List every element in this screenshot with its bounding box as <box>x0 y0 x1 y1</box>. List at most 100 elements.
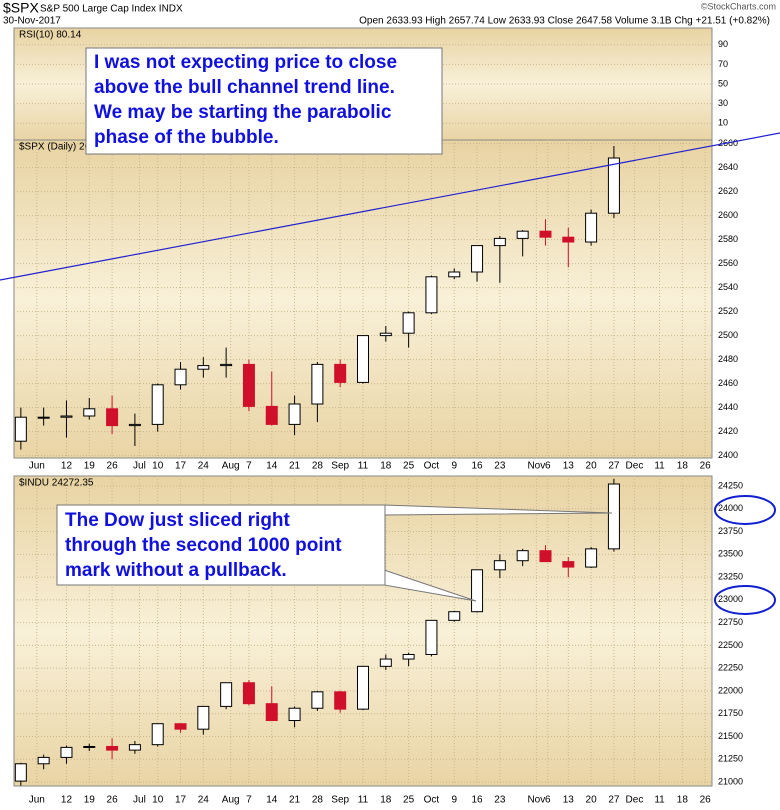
annotation-text: mark without a pullback. <box>65 560 287 581</box>
x-tick-label: 13 <box>563 461 575 472</box>
x-tick-label: Nov <box>527 461 545 472</box>
candle-body <box>448 611 461 621</box>
candle-body <box>425 276 438 314</box>
y-tick-label: 2520 <box>718 306 738 316</box>
candle-body <box>128 423 141 427</box>
y-tick-label: 2500 <box>718 330 738 340</box>
candle-body <box>562 561 575 568</box>
x-tick-label: 18 <box>380 795 392 806</box>
annotation-box <box>85 47 443 155</box>
annotation-box <box>56 504 386 586</box>
candle-body <box>402 312 415 334</box>
candle-body <box>288 707 301 722</box>
candle-body <box>174 723 187 730</box>
x-tick-label: 12 <box>61 795 73 806</box>
circle <box>714 585 776 615</box>
y-tick-label: 90 <box>718 39 728 49</box>
y-tick-label: 30 <box>718 98 728 108</box>
x-tick-label: Jul <box>133 795 146 806</box>
x-tick-label: 18 <box>677 795 689 806</box>
y-tick-label: 22250 <box>718 663 743 673</box>
candle-body <box>106 408 119 427</box>
y-tick-label: 23500 <box>718 549 743 559</box>
y-tick-label: 21750 <box>718 708 743 718</box>
panel-title: $SPX (Daily) 2647.58 <box>19 142 116 153</box>
x-tick-label: 28 <box>312 461 324 472</box>
y-tick-label: 2620 <box>718 186 738 196</box>
x-tick-label: 9 <box>451 461 457 472</box>
candle-body <box>128 744 141 751</box>
y-tick-label: 10 <box>718 118 728 128</box>
candle-body <box>220 682 233 707</box>
x-tick-label: 25 <box>403 461 415 472</box>
candle-body <box>14 416 27 442</box>
y-tick-label: 2460 <box>718 378 738 388</box>
x-tick-label: 14 <box>266 795 278 806</box>
x-tick-label: 7 <box>246 461 252 472</box>
candle-body <box>471 245 484 273</box>
x-tick-label: 23 <box>494 461 506 472</box>
x-tick-label: 10 <box>152 795 164 806</box>
x-tick-label: 26 <box>107 461 119 472</box>
x-tick-label: 7 <box>246 795 252 806</box>
y-tick-label: 2600 <box>718 210 738 220</box>
candle-body <box>334 691 347 710</box>
candle-body <box>288 403 301 425</box>
stats: Open 2633.93 High 2657.74 Low 2633.93 Cl… <box>359 16 770 27</box>
y-tick-label: 21000 <box>718 776 743 786</box>
y-tick-label: 2440 <box>718 402 738 412</box>
candle-body <box>471 569 484 613</box>
x-tick-label: Dec <box>626 461 644 472</box>
candle-body <box>402 653 415 660</box>
x-tick-label: 11 <box>654 461 665 472</box>
candle-body <box>37 756 50 765</box>
candle-body <box>14 763 27 782</box>
candle-body <box>106 745 119 751</box>
y-tick-label: 70 <box>718 59 728 69</box>
date: 30-Nov-2017 <box>3 16 61 27</box>
x-tick-label: 23 <box>494 795 506 806</box>
x-tick-label: 28 <box>312 795 324 806</box>
y-tick-label: 2400 <box>718 450 738 460</box>
x-tick-label: 11 <box>358 795 369 806</box>
trend-line <box>0 132 780 281</box>
candle-body <box>516 230 529 239</box>
candle-body <box>83 745 96 748</box>
x-tick-label: 25 <box>403 795 415 806</box>
x-tick-label: 24 <box>198 461 210 472</box>
y-tick-label: 2540 <box>718 282 738 292</box>
x-tick-label: 6 <box>545 461 551 472</box>
candle-body <box>379 332 392 337</box>
index-name: S&P 500 Large Cap Index INDX <box>40 4 183 15</box>
x-tick-label: 11 <box>654 795 665 806</box>
x-tick-label: 19 <box>84 461 96 472</box>
candle-body <box>562 236 575 243</box>
candle-body <box>425 619 438 655</box>
x-tick-label: Jun <box>29 795 45 806</box>
x-tick-label: 14 <box>266 461 278 472</box>
candle-body <box>539 230 552 238</box>
candle-body <box>493 560 506 571</box>
x-tick-label: 11 <box>358 461 369 472</box>
y-tick-label: 2640 <box>718 162 738 172</box>
candle-body <box>311 363 324 405</box>
annotation-text: through the second 1000 point <box>65 535 342 556</box>
candle-body <box>357 335 369 383</box>
candle-body <box>151 723 164 746</box>
x-tick-label: 12 <box>61 461 73 472</box>
candle-body <box>607 157 620 214</box>
y-tick-label: 24250 <box>718 480 743 490</box>
panel-title: $INDU 24272.35 <box>19 478 94 489</box>
candle-body <box>174 368 187 386</box>
x-tick-label: Oct <box>424 795 440 806</box>
candle-body <box>357 665 369 710</box>
candle-body <box>448 271 461 278</box>
y-tick-label: 23250 <box>718 571 743 581</box>
x-tick-label: 13 <box>563 795 575 806</box>
candle-body <box>37 416 50 419</box>
y-tick-label: 24000 <box>718 503 743 513</box>
y-tick-label: 50 <box>718 78 728 88</box>
x-tick-label: Nov <box>527 795 545 806</box>
annotation-text: I was not expecting price to close <box>94 52 397 73</box>
x-tick-label: 21 <box>289 795 301 806</box>
